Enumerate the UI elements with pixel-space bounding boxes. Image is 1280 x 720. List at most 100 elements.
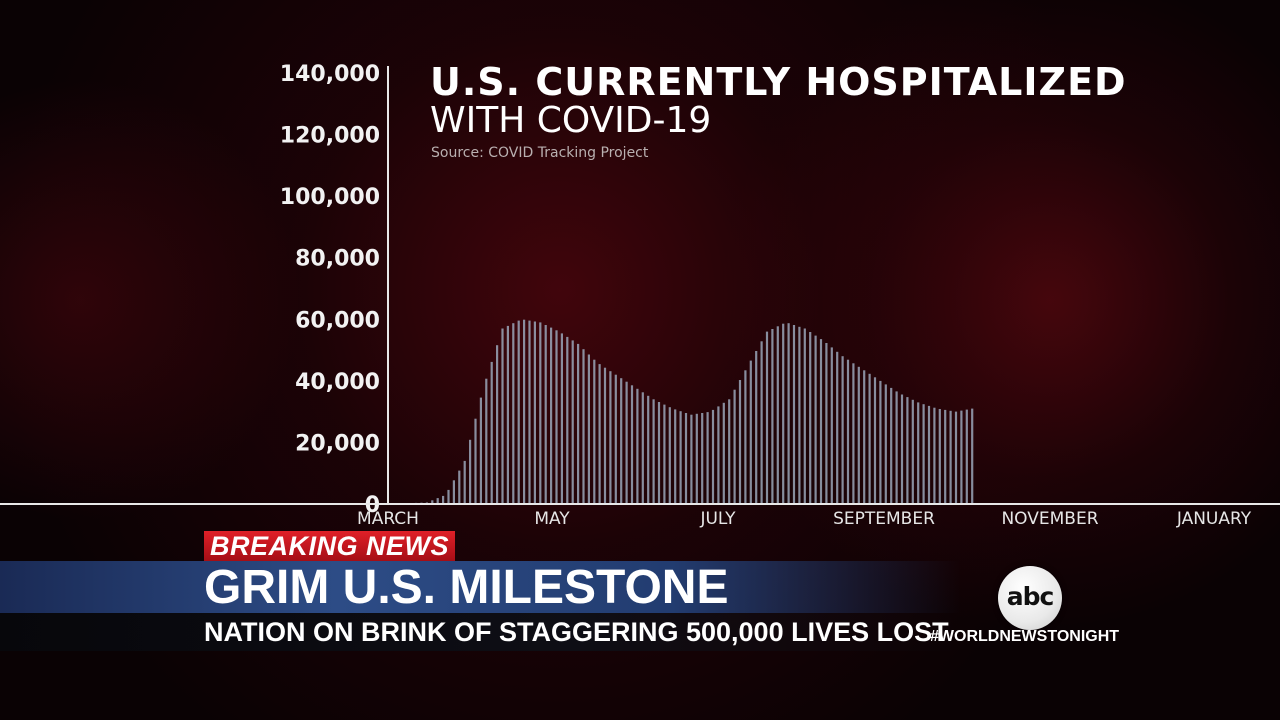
bar [792,325,796,504]
bar [679,411,682,504]
bar [819,339,823,504]
bar [431,500,434,504]
bar [776,326,779,504]
x-tick-label: NOVEMBER [1001,509,1098,529]
bar [474,418,477,504]
bar [944,409,947,504]
bar [620,378,623,504]
bar [647,395,650,504]
bar [625,381,628,504]
bar [490,361,493,504]
bar [458,470,461,504]
bar [533,321,536,504]
bar [452,480,455,504]
bar [830,347,833,504]
bar [528,320,531,504]
abc-logo-text: abc [1006,582,1055,611]
bar [560,333,563,504]
bar [550,327,553,504]
bar [717,406,720,504]
bar [863,370,866,504]
bar [771,329,774,504]
bar [954,411,958,504]
bar [868,373,871,504]
bar [846,359,850,504]
bar [895,391,898,504]
bar [852,363,855,504]
x-axis-ticks: MARCH MAY JULY SEPTEMBER NOVEMBER JANUARY [357,509,1252,529]
abc-logo: abc [998,566,1062,630]
subline-text: NATION ON BRINK OF STAGGERING 500,000 LI… [204,617,949,647]
x-tick-label: MAY [534,509,570,529]
bar [906,397,909,504]
bar [728,399,731,504]
bar [798,326,801,504]
bar [577,343,580,504]
bars-group [393,319,974,504]
bar [765,331,769,504]
subline-bar [0,613,960,651]
y-tick-label: 0 [365,493,380,518]
bar [857,366,860,504]
bar [674,409,677,504]
bar [496,345,499,504]
bar [684,413,688,504]
bar [841,356,844,504]
breaking-news-badge: BREAKING NEWS [204,531,456,561]
x-tick-label: MARCH [357,509,419,529]
y-tick-label: 20,000 [295,431,380,456]
bar [603,367,607,504]
bar [803,328,806,504]
bar [609,371,612,504]
bar [463,460,466,504]
bar [614,374,617,504]
bar [782,323,785,504]
bar [593,359,596,504]
bar [884,384,887,504]
bar [787,323,790,504]
bar [652,399,655,504]
y-tick-label: 140,000 [280,62,380,87]
y-tick-label: 80,000 [295,247,380,272]
bar [630,385,634,504]
bar [447,489,450,504]
bar [636,388,639,504]
bar [566,336,569,504]
bar [933,407,936,504]
bar [582,349,585,504]
bar [809,332,812,504]
bar [695,413,698,504]
y-tick-label: 120,000 [280,124,380,149]
bar [965,409,968,504]
bar [814,335,817,504]
bar [701,413,704,504]
bar [506,325,509,504]
bar [668,407,671,504]
bar [571,340,574,504]
bar [911,399,914,504]
x-tick-label: JANUARY [1176,509,1252,529]
bar [733,389,736,504]
bar [879,380,882,504]
chart-subtitle: WITH COVID-19 [430,100,712,141]
y-tick-label: 100,000 [280,185,380,210]
bar [960,410,963,504]
bar [890,387,893,504]
bar [501,328,504,504]
x-tick-label: JULY [699,509,736,529]
bar [917,402,920,504]
bar [949,410,952,504]
bar [469,439,472,504]
bar [927,405,931,504]
bar [760,341,763,504]
bar [755,351,758,504]
headline-text: GRIM U.S. MILESTONE [204,561,729,614]
bar [512,323,515,504]
bar [517,320,520,504]
bar [738,380,742,504]
bar [544,325,547,504]
chart-title: U.S. CURRENTLY HOSPITALIZED [430,60,1127,104]
bar [711,409,715,504]
bar [587,354,590,504]
